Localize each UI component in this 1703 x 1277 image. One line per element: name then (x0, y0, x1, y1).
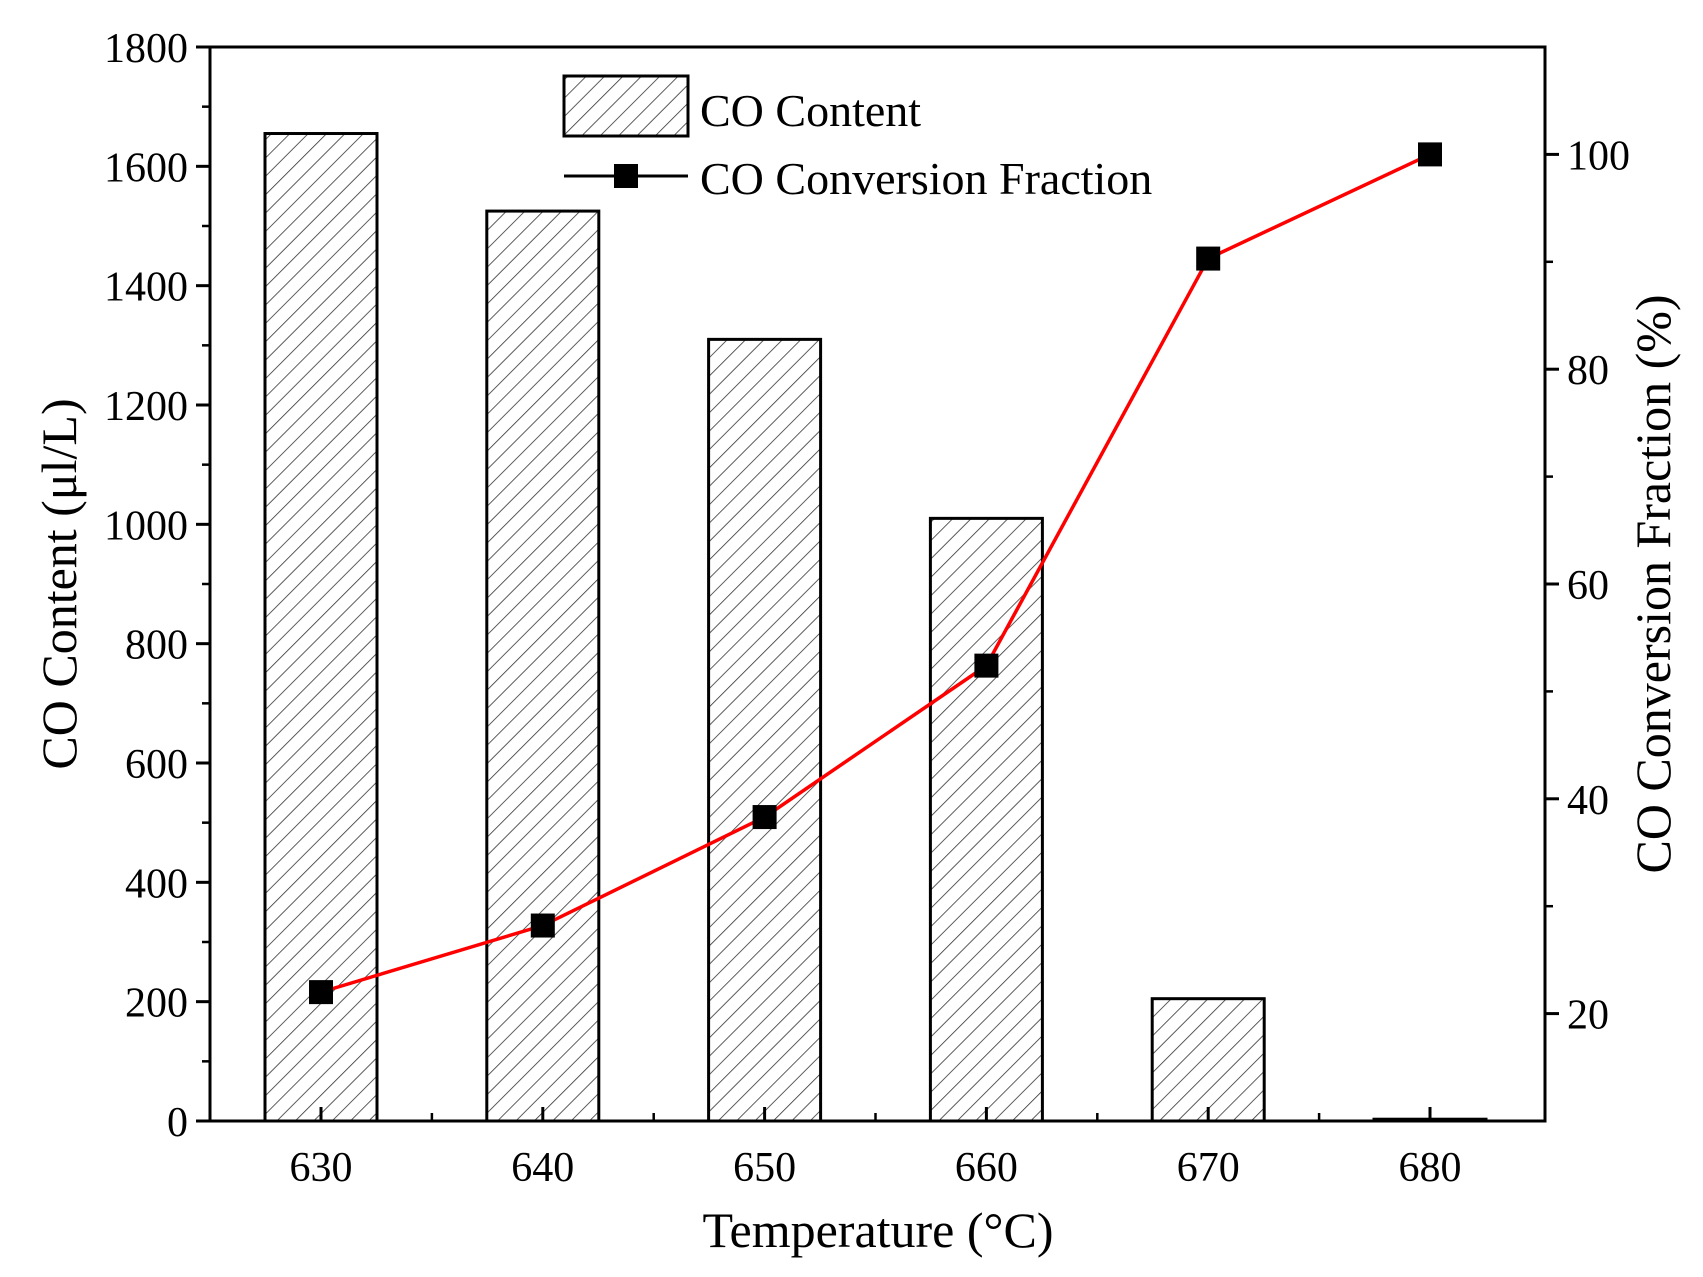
legend-bar-swatch (562, 74, 690, 138)
y2-tick-label: 60 (1567, 563, 1609, 609)
legend-bar-label: CO Content (700, 85, 921, 136)
bar-630 (263, 132, 379, 1123)
plot-frame (208, 45, 1547, 1123)
axes-layer: 0 200 400 600 800 1000 1200 1400 1600 1800 20 40 60 8… (104, 26, 1630, 1191)
x-tick-label: 640 (511, 1145, 574, 1191)
y-tick-label: 600 (125, 742, 188, 788)
y-axis-title: CO Content (μl/L) (31, 398, 87, 769)
y-tick-label: 1000 (104, 503, 188, 549)
x-tick-label: 660 (955, 1145, 1018, 1191)
y2-tick-label: 100 (1567, 133, 1630, 179)
conversion-point-630 (309, 980, 333, 1005)
conversion-point-650 (752, 805, 777, 830)
x-tick-label: 680 (1399, 1145, 1462, 1191)
y-tick-label: 800 (125, 623, 188, 669)
y2-tick-label: 20 (1567, 993, 1609, 1039)
bar-650 (707, 337, 823, 1123)
y-tick-label: 0 (167, 1100, 188, 1146)
y-tick-label: 1600 (104, 145, 188, 191)
y-tick-label: 400 (125, 861, 188, 907)
y2-tick-label: 80 (1567, 348, 1609, 394)
x-axis-title: Temperature (°C) (702, 1202, 1053, 1258)
conversion-line (320, 152, 1431, 994)
legend-line-label: CO Conversion Fraction (700, 153, 1152, 204)
conversion-point-640 (530, 913, 555, 938)
line-layer (309, 142, 1442, 1005)
conversion-point-680 (1418, 142, 1442, 167)
conversion-point-660 (974, 653, 999, 678)
y-tick-label: 1400 (104, 265, 188, 311)
y-tick-label: 1200 (104, 384, 188, 430)
x-tick-label: 630 (290, 1145, 353, 1191)
y2-tick-label: 40 (1567, 778, 1609, 824)
bar-640 (485, 209, 601, 1123)
bar-660 (928, 516, 1044, 1123)
y-tick-label: 200 (125, 981, 188, 1027)
y-tick-label: 1800 (104, 26, 188, 72)
conversion-point-670 (1196, 246, 1221, 271)
y2-axis-title: CO Conversion Fraction (%) (1625, 294, 1681, 873)
x-tick-label: 670 (1177, 1145, 1240, 1191)
bar-670 (1150, 997, 1266, 1123)
bars-layer (263, 132, 1488, 1123)
legend-line-marker (614, 164, 638, 188)
legend: CO Content CO Conversion Fraction (562, 74, 1152, 204)
x-tick-label: 650 (733, 1145, 796, 1191)
